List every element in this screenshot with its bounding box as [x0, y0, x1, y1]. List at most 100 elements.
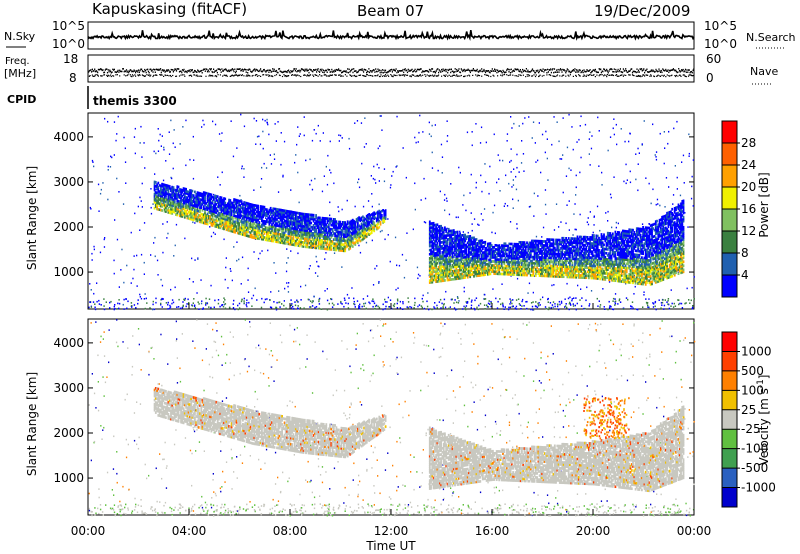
- echo-cell: [293, 229, 296, 233]
- freq-dot: [497, 69, 499, 71]
- nave-dot: [130, 75, 132, 77]
- echo-cell: [215, 209, 218, 212]
- echo-cell: [160, 184, 162, 188]
- scatter-cell: [311, 139, 314, 142]
- echo-cell: [209, 207, 211, 210]
- nave-dot: [249, 75, 251, 77]
- echo-cell: [287, 242, 290, 246]
- scatter-cell: [374, 178, 376, 181]
- ground-cell: [347, 307, 350, 309]
- echo-cell: [196, 201, 199, 205]
- freq-tick-18: 18: [63, 52, 78, 66]
- echo-cell: [317, 234, 320, 238]
- scatter-cell: [247, 267, 249, 270]
- echo-cell: [189, 211, 191, 215]
- freq-dot: [559, 69, 561, 71]
- scatter-cell: [327, 154, 329, 157]
- echo-cell: [290, 238, 292, 242]
- echo-cell: [185, 206, 187, 209]
- scatter-cell: [596, 205, 599, 208]
- freq-dot: [229, 69, 231, 71]
- echo-cell: [284, 227, 287, 231]
- scatter-cell: [625, 182, 627, 185]
- ground-cell: [678, 299, 680, 301]
- scatter-cell: [143, 261, 145, 264]
- echo-cell: [370, 225, 373, 229]
- echo-cell: [249, 217, 252, 220]
- nave-dot: [563, 74, 565, 76]
- echo-cell: [319, 218, 321, 222]
- echo-cell: [206, 204, 209, 208]
- scatter-cell: [535, 161, 537, 163]
- echo-cell: [177, 210, 180, 213]
- freq-dot: [585, 70, 587, 73]
- freq-dot: [114, 71, 116, 73]
- echo-cell: [226, 218, 229, 222]
- echo-cell: [267, 210, 270, 214]
- scatter-cell: [687, 226, 689, 228]
- nave-dot: [509, 74, 511, 76]
- echo-cell: [216, 215, 219, 219]
- echo-cell: [349, 240, 352, 244]
- echo-cell: [297, 232, 300, 235]
- freq-dot: [168, 69, 170, 72]
- ground-cell: [666, 301, 668, 303]
- echo-cell: [166, 184, 169, 187]
- freq-dot: [475, 70, 477, 72]
- freq-dot: [334, 70, 337, 72]
- echo-cell: [156, 205, 158, 209]
- scatter-cell: [417, 305, 419, 308]
- echo-cell: [221, 215, 224, 218]
- echo-cell: [306, 225, 309, 229]
- ground-cell: [532, 309, 534, 311]
- echo-cell: [330, 217, 333, 221]
- echo-cell: [176, 187, 179, 190]
- scatter-cell: [253, 251, 255, 253]
- nave-dot: [538, 75, 540, 77]
- freq-dot: [391, 68, 393, 71]
- scatter-cell: [168, 131, 170, 133]
- echo-cell: [214, 202, 216, 206]
- freq-dot: [494, 68, 496, 70]
- echo-cell: [360, 238, 363, 242]
- echo-cell: [237, 207, 239, 211]
- echo-cell: [356, 223, 359, 226]
- scatter-cell: [185, 119, 187, 122]
- scatter-cell: [163, 146, 165, 149]
- echo-cell: [248, 216, 251, 220]
- nave-dot: [391, 75, 393, 77]
- freq-dot: [509, 68, 511, 71]
- echo-cell: [358, 234, 360, 238]
- scatter-cell: [419, 114, 421, 117]
- echo-cell: [239, 228, 242, 232]
- echo-cell: [228, 216, 230, 220]
- freq-dot: [413, 69, 415, 72]
- scatter-cell: [481, 239, 484, 242]
- echo-cell: [197, 197, 200, 201]
- freq-dot: [205, 68, 207, 70]
- echo-cell: [281, 223, 283, 226]
- echo-cell: [310, 246, 312, 249]
- echo-cell: [223, 199, 225, 202]
- echo-cell: [364, 234, 367, 237]
- echo-cell: [254, 228, 257, 232]
- scatter-cell: [175, 223, 178, 226]
- echo-cell: [324, 235, 326, 238]
- echo-cell: [211, 218, 214, 221]
- scatter-cell: [329, 169, 331, 171]
- freq-dot: [534, 71, 536, 74]
- echo-cell: [346, 240, 349, 244]
- scatter-cell: [446, 227, 448, 230]
- freq-dot: [586, 69, 588, 71]
- freq-dot: [187, 70, 189, 72]
- ground-cell: [294, 304, 297, 307]
- nave-dot: [141, 74, 143, 76]
- nave-dot: [92, 75, 94, 77]
- echo-cell: [242, 225, 244, 228]
- echo-cell: [303, 233, 306, 236]
- freq-dot: [216, 71, 218, 74]
- nave-dot: [400, 74, 402, 76]
- ground-cell: [574, 304, 576, 307]
- nave-dot: [431, 74, 434, 76]
- echo-cell: [367, 222, 369, 225]
